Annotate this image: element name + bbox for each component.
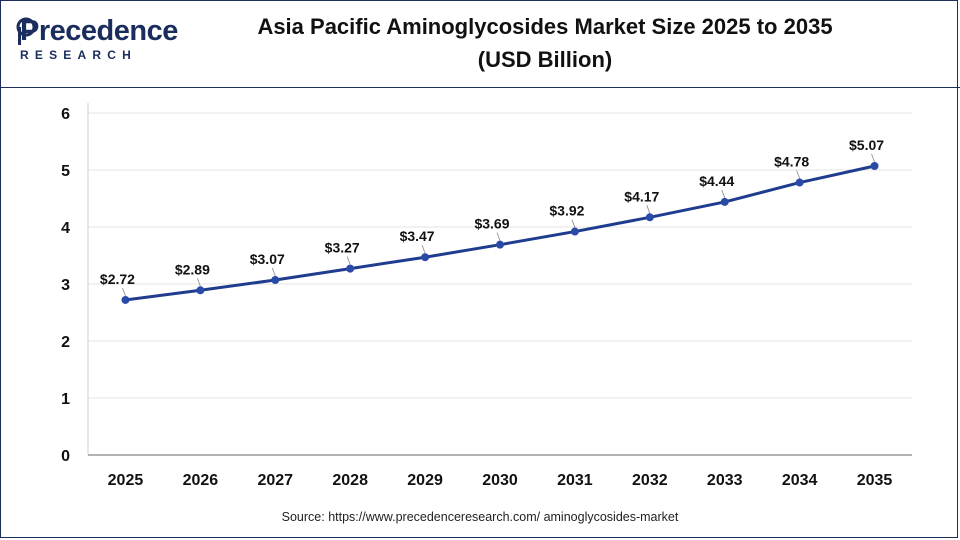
header-divider [0,87,960,88]
series-line [125,164,875,302]
x-tick-label: 2029 [407,472,443,489]
data-point [645,213,654,222]
data-point [795,178,804,187]
data-label-leader [271,267,276,277]
data-point [870,162,879,171]
data-label: $4.78 [774,154,809,170]
precedence-research-logo: Precedence RESEARCH [16,14,178,68]
data-label: $4.17 [624,188,659,204]
header: Precedence RESEARCH Asia Pacific Aminogl… [0,0,960,88]
logo-subtitle: RESEARCH [20,48,137,62]
data-label-leader [421,245,426,254]
x-tick-label: 2027 [257,472,293,489]
x-tick-label: 2034 [782,472,818,489]
x-tick-label: 2035 [857,472,893,489]
logo-p-icon [16,17,36,45]
y-tick-label: 5 [61,163,70,180]
x-tick-label: 2031 [557,472,593,489]
data-label: $2.72 [100,271,135,287]
source-note: Source: https://www.precedenceresearch.c… [281,510,679,524]
data-label: $3.47 [400,228,435,244]
x-tick-label: 2025 [108,472,144,489]
x-tick-label: 2030 [482,472,518,489]
y-tick-label: 1 [61,391,70,408]
data-label-leader [196,278,201,287]
data-point [196,286,205,295]
data-label: $4.44 [699,173,734,189]
y-tick-label: 0 [61,448,70,465]
x-tick-label: 2026 [183,472,219,489]
chart-title-line1: Asia Pacific Aminoglycosides Market Size… [257,14,833,39]
data-point [121,295,130,304]
line-chart: 0 1 2 3 4 5 6 2025 2026 2027 2028 2029 2030 2031 2032 2… [61,103,912,489]
data-label-leader [122,287,126,297]
logo-word: Precedence [20,15,178,47]
data-label: $5.07 [849,137,884,153]
data-label: $3.69 [474,216,509,232]
data-point [271,276,280,285]
chart-title-line2: (USD Billion) [477,47,613,72]
y-tick-label: 2 [61,334,70,351]
data-label-leader [796,170,801,179]
chart-title: Asia Pacific Aminoglycosides Market Size… [200,10,890,76]
data-point [346,264,355,273]
data-label: $3.27 [325,240,360,256]
data-point [496,240,504,249]
data-label-leader [871,153,875,163]
data-point [720,197,729,206]
data-label-leader [646,205,651,214]
data-label: $3.92 [549,203,584,219]
data-point [421,253,430,262]
data-label: $3.07 [250,251,285,267]
x-tick-label: 2033 [707,472,743,489]
y-tick-label: 4 [61,220,70,237]
y-tick-label: 6 [61,106,70,123]
x-tick-label: 2028 [332,472,368,489]
data-label-leader [496,232,501,241]
data-label-leader [721,189,726,199]
data-point [570,227,579,236]
data-label-leader [346,256,351,265]
data-label: $2.89 [175,261,210,277]
x-tick-label: 2032 [632,472,668,489]
data-label-leader [571,219,576,228]
y-tick-label: 3 [61,277,70,294]
